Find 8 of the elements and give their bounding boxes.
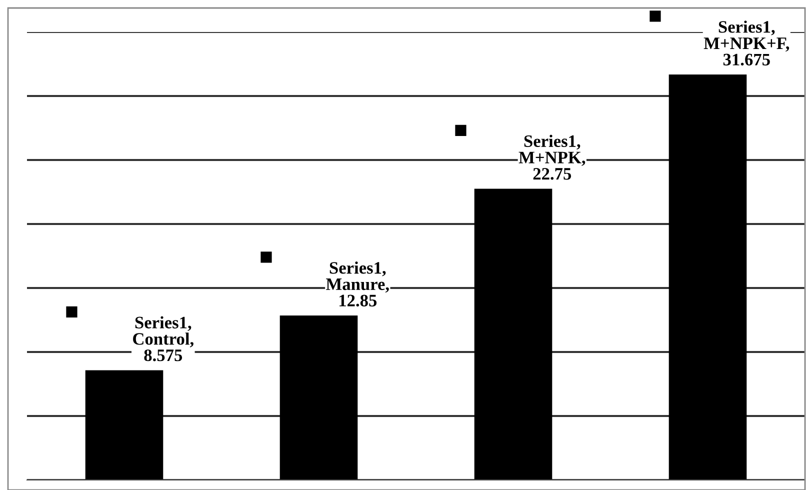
bar (280, 316, 358, 480)
data-label: Series1, Manure, 12.85 (326, 262, 389, 307)
bar (474, 188, 552, 480)
data-label: Series1, M+NPK, 22.75 (518, 134, 586, 180)
data-label: Series1, M+NPK+F, 31.675 (704, 20, 790, 66)
bar (668, 74, 747, 480)
data-label: Series1, Control, 8.575 (133, 316, 194, 362)
bar (85, 370, 164, 480)
